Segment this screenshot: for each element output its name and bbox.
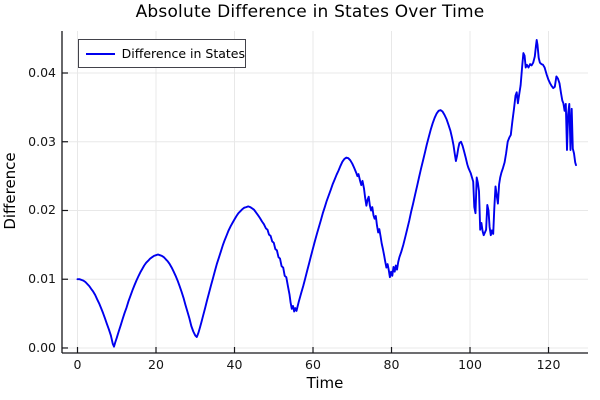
x-tick-label: 60: [305, 357, 321, 372]
chart-title: Absolute Difference in States Over Time: [135, 2, 485, 22]
x-tick-label: 120: [536, 357, 561, 372]
legend-box: Difference in States: [78, 39, 246, 68]
y-tick-label: 0.04: [28, 65, 56, 80]
y-tick-label: 0.00: [28, 339, 56, 355]
difference-series-line: [76, 39, 577, 348]
x-tick-label: 80: [383, 357, 400, 372]
y-tick-label: 0.02: [28, 202, 56, 218]
x-tick-label: 20: [148, 357, 164, 372]
legend-line-sample: [86, 52, 115, 55]
x-tick-label: 40: [226, 357, 243, 372]
y-tick-label: 0.01: [28, 271, 56, 287]
x-tick-label: 100: [458, 357, 482, 372]
x-axis-label: Time: [306, 374, 344, 392]
x-tick-label: 0: [73, 357, 82, 372]
legend-label: Difference in States: [121, 46, 245, 61]
y-tick-label: 0.03: [28, 133, 56, 149]
